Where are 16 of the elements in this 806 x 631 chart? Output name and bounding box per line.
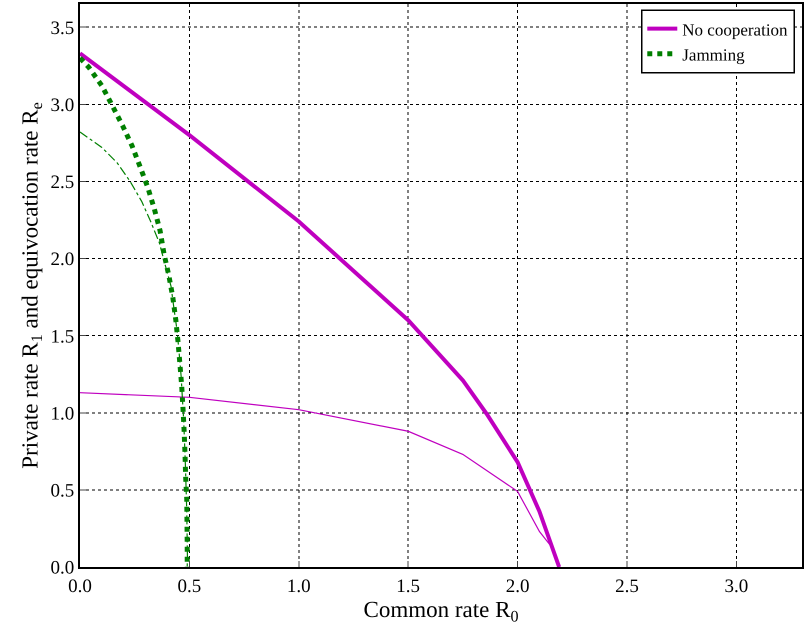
x-tick-label: 3.0 (724, 576, 748, 597)
legend-label: Jamming (682, 45, 746, 64)
x-tick-label: 1.0 (286, 576, 311, 597)
y-tick-label: 0.5 (50, 480, 74, 502)
x-tick-label: 0.5 (178, 576, 202, 597)
x-tick-label: 1.5 (396, 576, 420, 597)
y-tick-label: 3.0 (50, 94, 74, 116)
x-axis-title: Common rate R$_{0}$ (364, 596, 518, 626)
y-tick-label: 3.5 (50, 18, 74, 39)
y-tick-label: 1.0 (50, 403, 74, 424)
y-tick-label: 2.5 (50, 172, 74, 194)
x-tick-label: 2.0 (506, 576, 530, 597)
legend-label: No cooperation (682, 20, 788, 40)
y-tick-label: 1.5 (50, 326, 74, 348)
x-tick-label: 2.5 (615, 576, 639, 597)
y-tick-label: 2.0 (50, 249, 74, 270)
